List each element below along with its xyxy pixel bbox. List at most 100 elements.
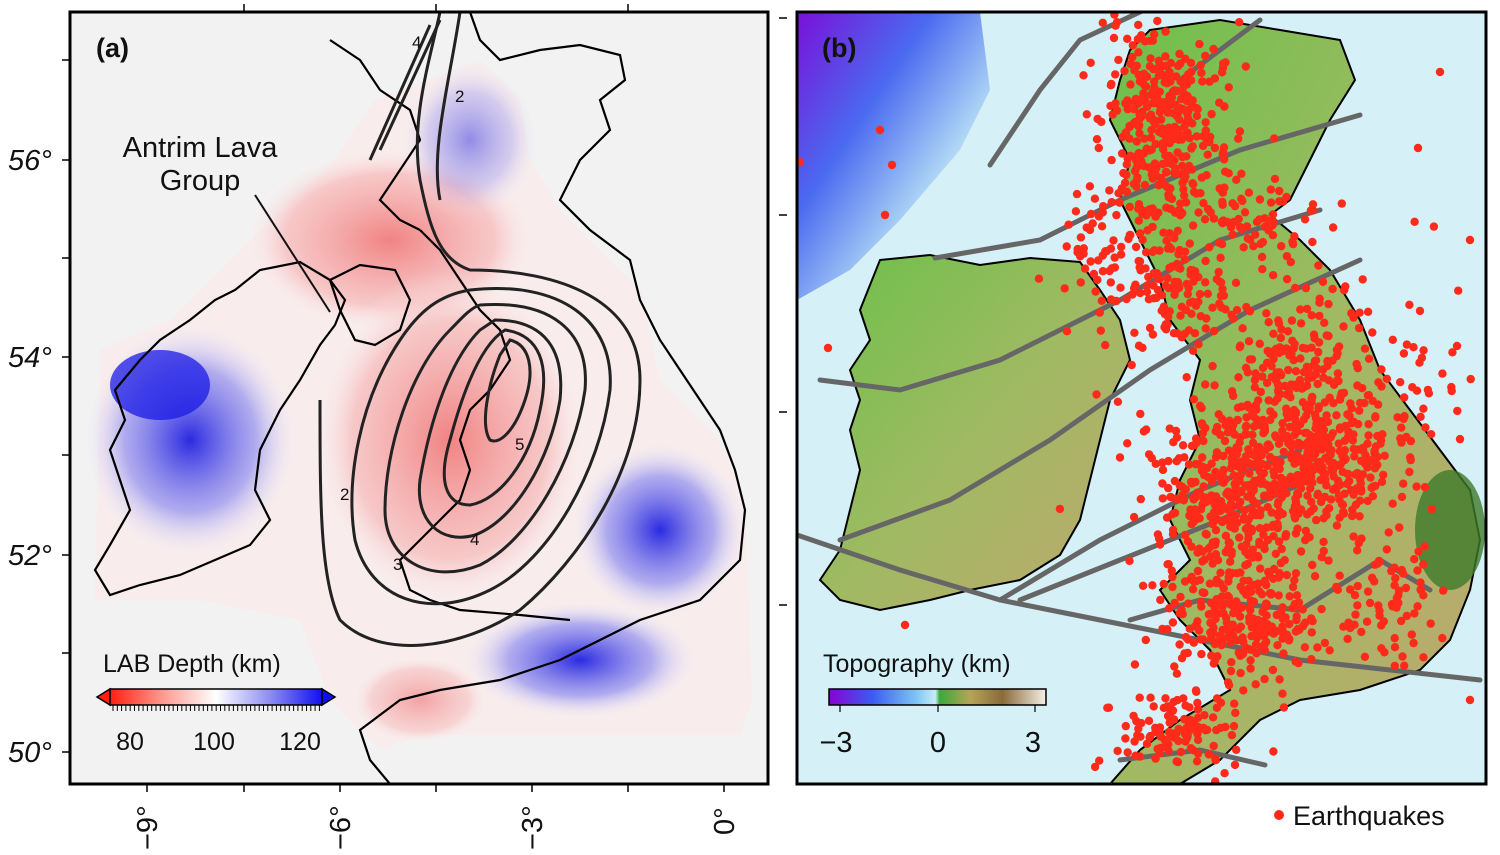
earthquake-point <box>1270 174 1280 184</box>
earthquake-point <box>1308 200 1318 209</box>
britain-east-coast <box>358 12 747 784</box>
earthquake-point <box>1266 198 1276 207</box>
earthquake-point <box>1328 223 1338 232</box>
earthquake-point <box>1349 444 1358 453</box>
earthquake-point <box>1302 428 1311 438</box>
earthquake-point <box>1197 419 1207 428</box>
earthquake-point <box>1242 413 1251 422</box>
earthquake-point <box>1132 182 1141 191</box>
earthquake-point <box>1258 237 1268 247</box>
contour-label: 4 <box>412 33 421 52</box>
earthquake-point <box>1179 185 1188 194</box>
earthquake-point <box>1252 649 1261 658</box>
earthquake-point <box>1085 225 1095 235</box>
earthquake-point <box>1249 412 1258 421</box>
earthquake-point <box>1416 585 1425 594</box>
earthquake-point <box>1355 496 1365 505</box>
earthquake-point <box>1221 515 1230 525</box>
earthquake-point <box>1317 553 1327 562</box>
earthquake-point <box>1288 582 1298 592</box>
earthquake-point <box>1202 530 1211 539</box>
antrim-annotation: Antrim Lava Group <box>123 132 331 313</box>
earthquake-point <box>1195 39 1204 49</box>
deep-ocean <box>797 12 990 300</box>
earthquake-point <box>1365 598 1375 608</box>
earthquake-point <box>875 125 885 135</box>
earthquake-point <box>1221 421 1230 430</box>
earthquake-legend: Earthquakes <box>1274 801 1445 831</box>
earthquake-point <box>1139 89 1148 98</box>
earthquake-point <box>1379 470 1388 480</box>
earthquake-point <box>1175 640 1184 649</box>
earthquake-point <box>1284 439 1293 448</box>
earthquake-point <box>1190 329 1200 338</box>
earthquake-point <box>1261 599 1271 608</box>
earthquake-point <box>1397 423 1406 432</box>
earthquake-point <box>1148 581 1157 590</box>
earthquake-point <box>1210 381 1219 390</box>
earthquake-point <box>1196 312 1206 321</box>
earthquake-point <box>1375 611 1384 620</box>
earthquake-point <box>1134 216 1144 225</box>
earthquake-point <box>1201 324 1211 333</box>
earthquake-point <box>1168 706 1178 715</box>
earthquake-point <box>1354 538 1364 548</box>
earthquake-point <box>1309 330 1319 339</box>
earthquake-point <box>1392 603 1401 612</box>
earthquake-point <box>1176 592 1185 602</box>
earthquake-point <box>1136 732 1145 741</box>
earthquake-point <box>1076 233 1086 242</box>
earthquake-point <box>1206 132 1215 142</box>
earthquake-point <box>1150 77 1159 86</box>
lab-colorbar: LAB Depth (km) 80 100 120 <box>95 650 337 756</box>
earthquake-point <box>1243 234 1253 243</box>
earthquake-point <box>1307 497 1316 506</box>
earthquake-point <box>1208 361 1217 371</box>
earthquake-point <box>1325 646 1334 655</box>
earthquake-point <box>1237 169 1246 178</box>
earthquake-point <box>1182 724 1191 733</box>
earthquake-point <box>1346 585 1355 594</box>
earthquake-point <box>1165 424 1175 433</box>
earthquake-point <box>1155 68 1165 77</box>
earthquake-point <box>1034 274 1044 283</box>
earthquake-point <box>1212 703 1222 712</box>
earthquake-point <box>1125 202 1135 212</box>
earthquake-point <box>1209 326 1219 336</box>
earthquake-point <box>1198 635 1208 644</box>
earthquake-point <box>1332 521 1342 530</box>
earthquake-point <box>1161 27 1170 36</box>
earthquake-point <box>1332 582 1341 592</box>
earthquake-point <box>1236 487 1246 497</box>
earthquake-point <box>1095 756 1104 765</box>
earthquake-point <box>1337 199 1347 208</box>
earthquake-point <box>1429 222 1439 231</box>
earthquake-point <box>1405 467 1414 477</box>
earthquake-point <box>1085 182 1095 191</box>
earthquake-point <box>1106 101 1115 111</box>
earthquake-point <box>1239 686 1248 695</box>
earthquake-point <box>1205 579 1215 588</box>
earthquake-point <box>1153 16 1162 26</box>
earthquake-point <box>1120 66 1129 76</box>
earthquake-point <box>1159 228 1168 237</box>
earthquake-point <box>1134 70 1144 80</box>
earthquake-point <box>1089 269 1099 279</box>
annotation-line-1: Antrim Lava <box>123 132 279 164</box>
earthquake-point <box>1130 328 1139 337</box>
earthquake-point <box>1208 303 1217 312</box>
earthquake-point <box>1186 270 1195 279</box>
earthquake-point <box>1395 523 1404 532</box>
earthquake-point <box>1313 643 1322 652</box>
earthquake-point <box>1235 222 1245 232</box>
earthquake-point <box>1189 495 1199 504</box>
earthquake-point <box>1171 426 1181 436</box>
earthquake-point <box>1426 619 1435 628</box>
earthquake-point <box>1407 630 1417 639</box>
earthquake-point <box>1095 308 1105 317</box>
earthquake-point <box>1161 281 1171 290</box>
earthquake-point <box>1363 587 1373 596</box>
earthquake-point <box>1439 586 1448 595</box>
earthquake-point <box>1244 188 1254 197</box>
latitude-labels: 56° 54° 52° 50° <box>8 145 52 769</box>
